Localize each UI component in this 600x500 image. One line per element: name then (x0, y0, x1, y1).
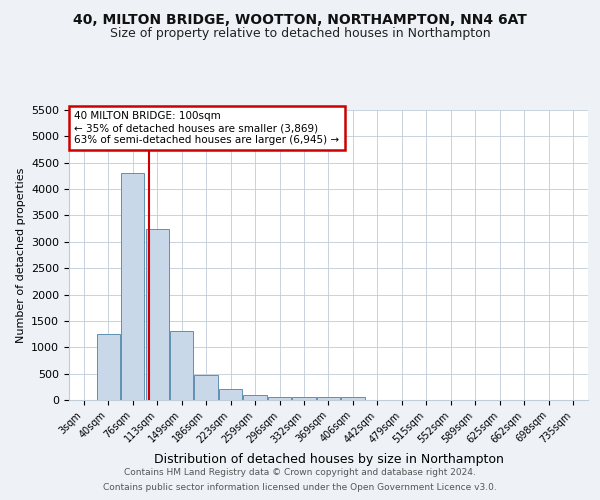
Bar (341, 397, 365, 400)
Y-axis label: Number of detached properties: Number of detached properties (16, 168, 26, 342)
Text: Contains HM Land Registry data © Crown copyright and database right 2024.: Contains HM Land Registry data © Crown c… (124, 468, 476, 477)
Bar (292, 398, 316, 400)
Bar (268, 397, 291, 400)
Text: Contains public sector information licensed under the Open Government Licence v3: Contains public sector information licen… (103, 483, 497, 492)
Bar (97, 334, 120, 400)
Bar (244, 396, 266, 400)
Text: Size of property relative to detached houses in Northampton: Size of property relative to detached ho… (110, 28, 490, 40)
Bar (146, 228, 169, 400)
Bar (194, 375, 218, 400)
Bar (170, 332, 193, 400)
Bar (317, 398, 340, 400)
Bar (219, 390, 242, 400)
Bar (121, 174, 144, 400)
X-axis label: Distribution of detached houses by size in Northampton: Distribution of detached houses by size … (154, 453, 503, 466)
Text: 40 MILTON BRIDGE: 100sqm
← 35% of detached houses are smaller (3,869)
63% of sem: 40 MILTON BRIDGE: 100sqm ← 35% of detach… (74, 112, 340, 144)
Text: 40, MILTON BRIDGE, WOOTTON, NORTHAMPTON, NN4 6AT: 40, MILTON BRIDGE, WOOTTON, NORTHAMPTON,… (73, 12, 527, 26)
